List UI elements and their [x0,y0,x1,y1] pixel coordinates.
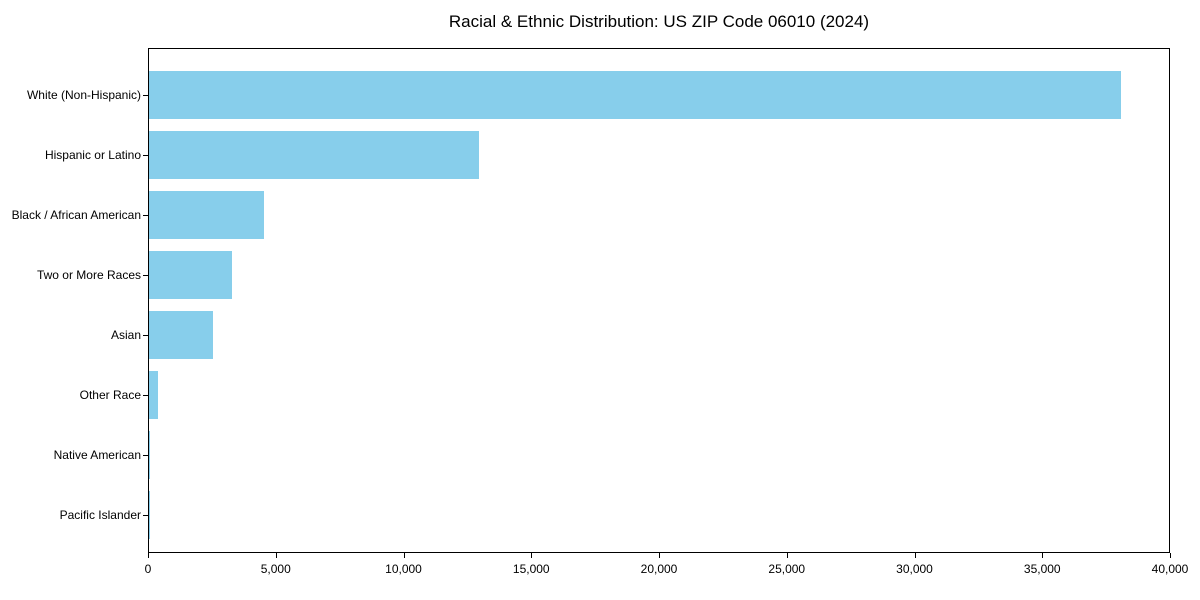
x-tick-mark [1042,553,1044,558]
x-tick-mark [148,553,149,558]
x-tick-label: 15,000 [512,562,550,576]
y-tick-label-black-african-american: Black / African American [11,208,141,222]
x-tick-label: 10,000 [385,562,422,576]
y-tick-label-two-or-more-races: Two or More Races [36,268,141,282]
x-tick-label: 5,000 [260,562,291,576]
y-tick-mark [143,515,148,516]
x-tick-mark [403,553,405,558]
y-tick-mark [143,155,148,156]
x-tick-label: 0 [144,562,152,576]
chart-title: Racial & Ethnic Distribution: US ZIP Cod… [448,12,870,31]
y-tick-mark [143,275,148,276]
bar-two-or-more-races [149,251,232,299]
x-tick-label: 20,000 [640,562,678,576]
bar-native-american [149,431,150,479]
bar-asian [149,311,213,359]
y-tick-mark [143,335,148,336]
y-tick-label-asian: Asian [110,328,141,342]
bar-white-non-hispanic [149,71,1121,119]
y-tick-label-white-non-hispanic: White (Non-Hispanic) [26,88,141,102]
x-tick-mark [914,553,916,558]
x-tick-mark [275,553,277,558]
y-tick-mark [143,95,148,96]
plot-area [148,48,1170,553]
x-tick-label: 25,000 [768,562,806,576]
y-tick-mark [143,395,148,396]
y-tick-label-hispanic-or-latino: Hispanic or Latino [44,148,141,162]
bar-black-african-american [149,191,264,239]
x-tick-label: 35,000 [1023,562,1061,576]
x-tick-label: 40,000 [1151,562,1189,576]
x-tick-mark [531,553,533,558]
x-tick-label: 30,000 [896,562,933,576]
y-tick-mark [143,455,148,456]
bar-hispanic-or-latino [149,131,480,179]
y-tick-label-pacific-islander: Pacific Islander [59,508,141,522]
x-tick-mark [659,553,660,558]
y-tick-label-native-american: Native American [53,448,141,462]
x-tick-mark [786,553,788,558]
y-tick-mark [143,215,148,216]
bar-other-race [149,371,159,419]
x-tick-mark [1170,553,1171,558]
y-tick-label-other-race: Other Race [79,388,141,402]
